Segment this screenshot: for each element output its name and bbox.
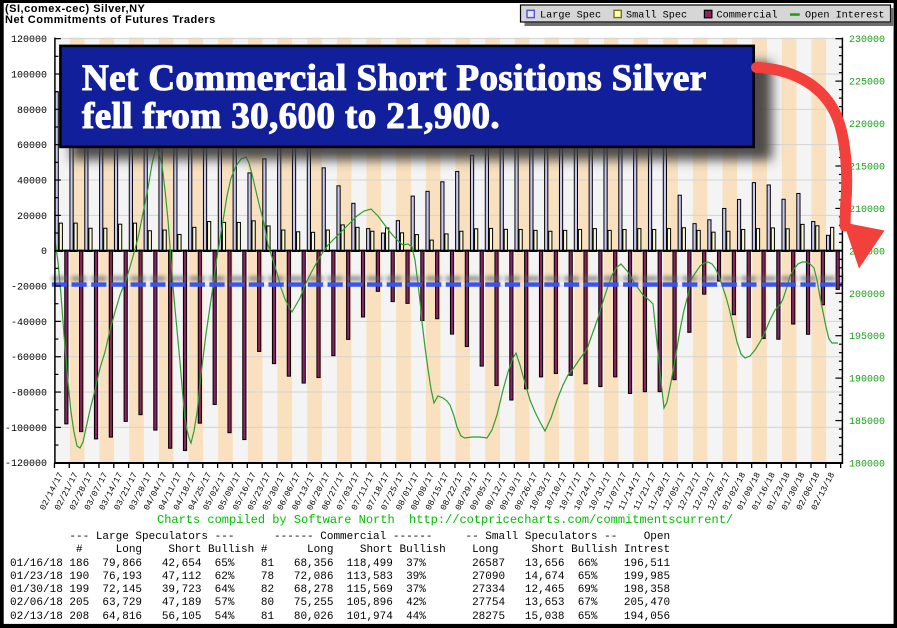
svg-text:Commercial: Commercial xyxy=(717,10,778,22)
svg-text:Small Spec: Small Spec xyxy=(626,10,687,22)
svg-text:-120000: -120000 xyxy=(5,459,47,470)
svg-text:195000: 195000 xyxy=(849,332,885,343)
svg-text:215000: 215000 xyxy=(849,162,885,173)
svg-text:-20000: -20000 xyxy=(11,283,47,294)
svg-text:40000: 40000 xyxy=(17,177,47,188)
svg-text:230000: 230000 xyxy=(849,35,885,46)
svg-text:220000: 220000 xyxy=(849,120,885,131)
svg-text:-80000: -80000 xyxy=(11,389,47,400)
svg-text:20000: 20000 xyxy=(17,212,47,223)
svg-text:210000: 210000 xyxy=(849,205,885,216)
svg-text:60000: 60000 xyxy=(17,141,47,152)
svg-text:100000: 100000 xyxy=(11,71,47,82)
svg-text:0: 0 xyxy=(41,247,47,258)
svg-text:190000: 190000 xyxy=(849,375,885,386)
svg-text:120000: 120000 xyxy=(11,35,47,46)
svg-text:-40000: -40000 xyxy=(11,318,47,329)
svg-text:Large Spec: Large Spec xyxy=(540,11,601,22)
svg-text:180000: 180000 xyxy=(849,460,885,471)
svg-text:200000: 200000 xyxy=(849,290,885,301)
svg-text:80000: 80000 xyxy=(17,106,47,117)
svg-text:Open Interest: Open Interest xyxy=(805,11,884,22)
svg-text:185000: 185000 xyxy=(849,417,885,428)
svg-text:225000: 225000 xyxy=(849,78,885,89)
svg-text:-100000: -100000 xyxy=(5,424,47,435)
svg-text:-60000: -60000 xyxy=(11,353,47,364)
